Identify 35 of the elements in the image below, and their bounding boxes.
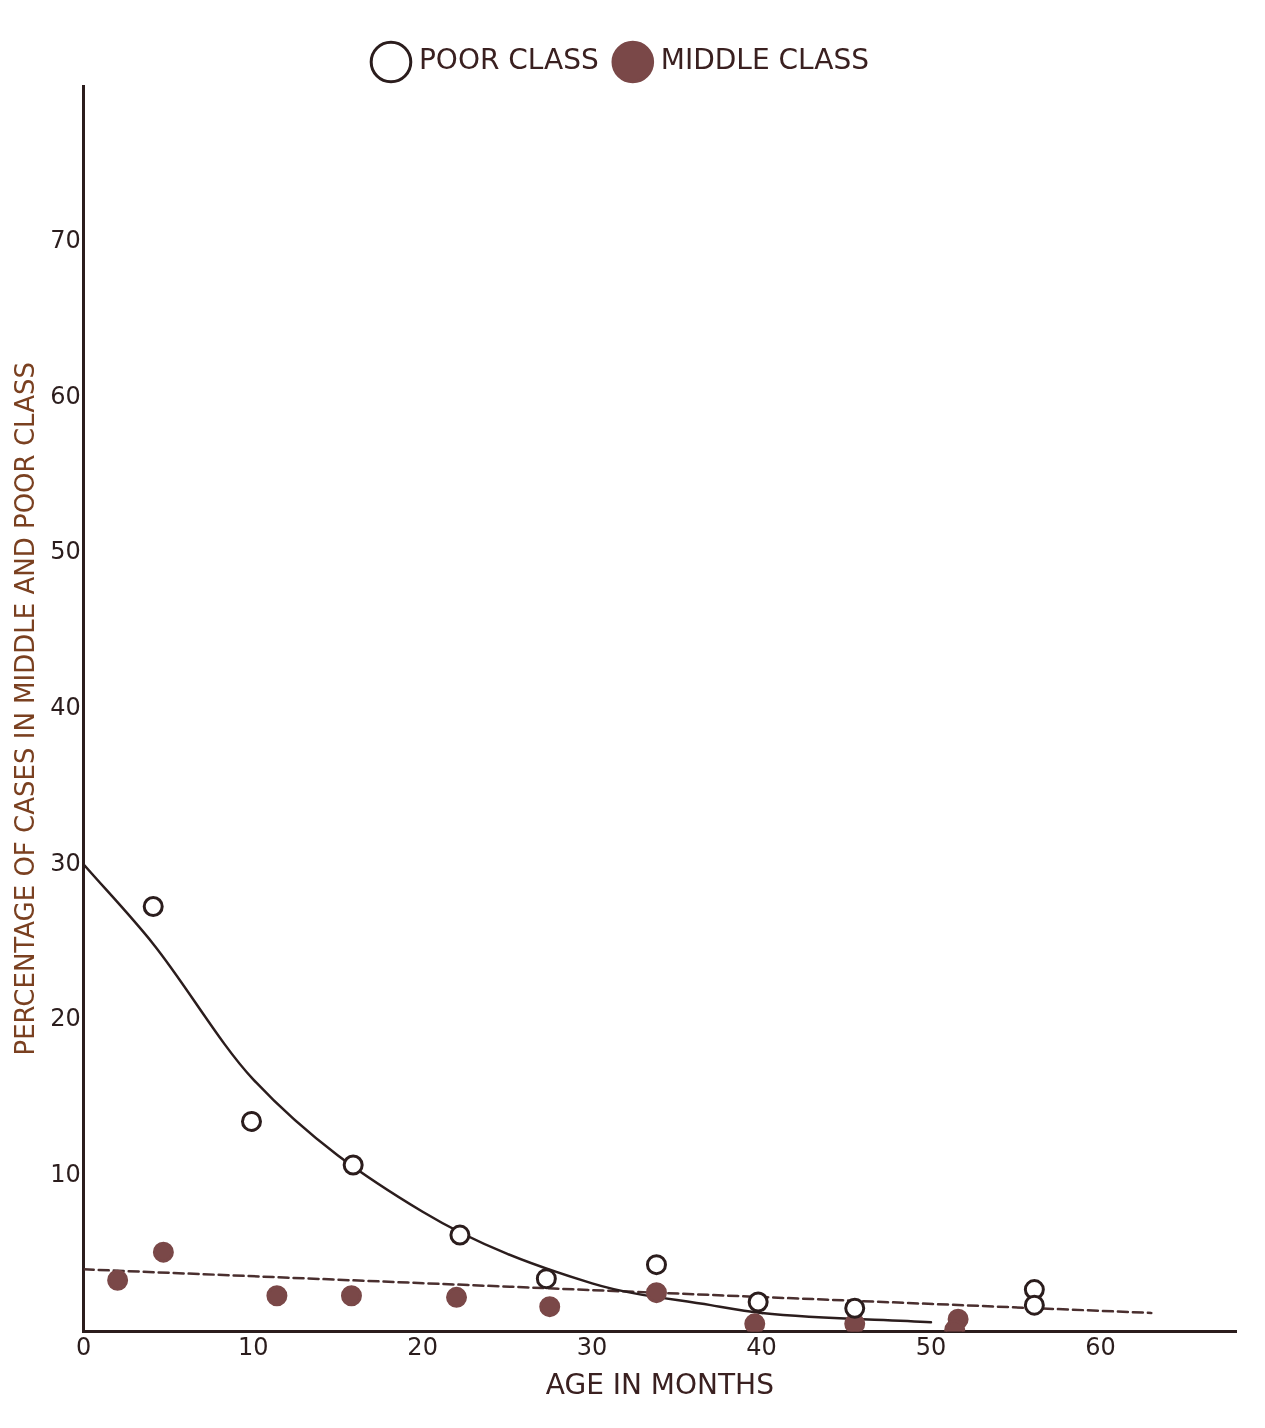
x-tick-label: 50 [915, 1333, 947, 1362]
y-tick-label: 50 [50, 537, 81, 566]
y-tick-label: 30 [50, 848, 81, 877]
point [645, 1254, 667, 1276]
y-axis-title: PERCENTAGE OF CASES IN MIDDLE AND POOR CLASS [10, 362, 41, 1056]
point [645, 1282, 667, 1304]
point [340, 1285, 362, 1307]
point [266, 1285, 288, 1307]
x-tick-label: 40 [746, 1333, 777, 1362]
legend-label: MIDDLE CLASS [660, 43, 870, 77]
point [241, 1110, 262, 1132]
point [844, 1297, 866, 1319]
point [449, 1224, 471, 1246]
point [342, 1154, 364, 1176]
point [107, 1269, 129, 1291]
x-tick-label: 10 [237, 1333, 269, 1362]
y-tick-label: 20 [50, 1004, 81, 1033]
point [744, 1313, 766, 1332]
x-tick-label: 30 [576, 1333, 608, 1362]
x-tick-label: 0 [76, 1333, 92, 1362]
y-tick-label: 70 [50, 225, 81, 254]
x-axis-title: AGE IN MONTHS [545, 1368, 774, 1402]
x-tick-label: 60 [1085, 1333, 1116, 1362]
point [535, 1268, 557, 1290]
x-tick-label: 20 [407, 1333, 438, 1362]
point [152, 1241, 174, 1263]
point [142, 896, 164, 918]
y-tick-label: 40 [50, 693, 81, 722]
point [446, 1286, 468, 1308]
point [1023, 1294, 1045, 1316]
point [539, 1296, 561, 1318]
y-tick-label: 10 [50, 1160, 81, 1189]
legend-label: POOR CLASS [418, 43, 599, 77]
y-tick-label: 60 [50, 381, 81, 410]
point [747, 1291, 769, 1313]
